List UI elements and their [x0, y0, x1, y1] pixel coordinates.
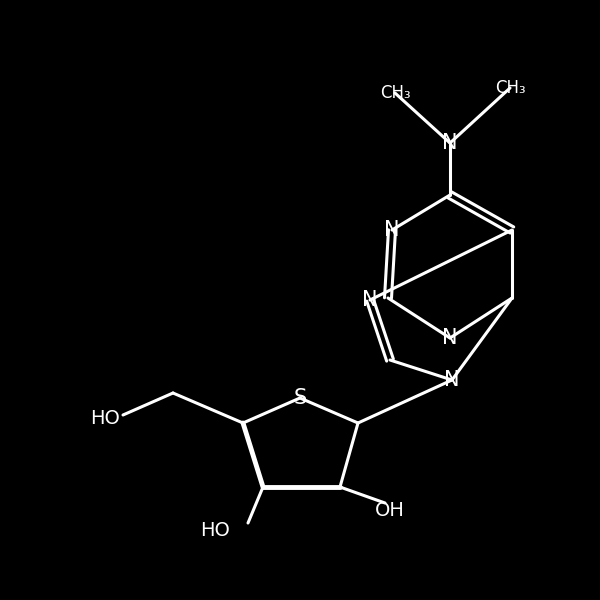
Text: OH: OH — [375, 500, 405, 520]
Text: HO: HO — [90, 409, 120, 427]
Text: N: N — [444, 370, 460, 390]
Text: N: N — [442, 133, 458, 153]
Text: S: S — [293, 388, 307, 408]
Text: CH₃: CH₃ — [494, 79, 526, 97]
Text: N: N — [362, 290, 378, 310]
Text: CH₃: CH₃ — [380, 84, 410, 102]
Text: N: N — [384, 220, 400, 240]
Text: HO: HO — [200, 520, 230, 539]
Text: N: N — [442, 328, 458, 348]
